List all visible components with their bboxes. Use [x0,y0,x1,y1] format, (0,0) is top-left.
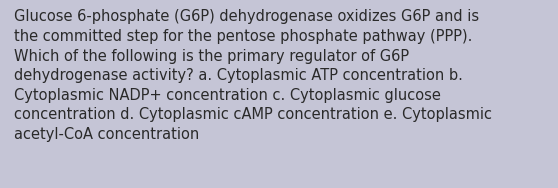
Text: Glucose 6-phosphate (G6P) dehydrogenase oxidizes G6P and is
the committed step f: Glucose 6-phosphate (G6P) dehydrogenase … [14,9,492,142]
